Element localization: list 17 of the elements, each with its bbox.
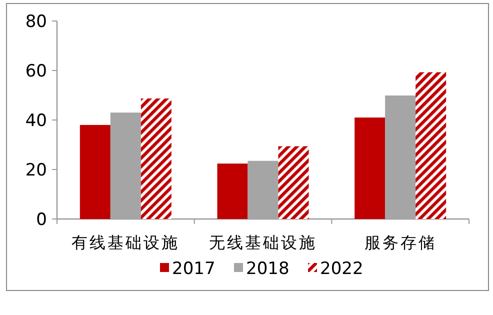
y-tick-label: 40 [25,111,47,131]
y-tick-label: 60 [25,62,47,82]
bar [416,72,446,219]
bar [354,118,386,219]
x-tick-label: 无线基础设施 [209,233,317,252]
x-tick-label: 服务存储 [364,233,436,252]
bar [217,164,248,219]
x-tick-label: 有线基础设施 [72,233,180,252]
bar [140,98,172,219]
y-tick-label: 20 [25,160,47,180]
y-tick-label: 80 [25,12,47,32]
legend-label: 2017 [172,259,216,279]
y-tick-label: 0 [36,210,47,230]
bar [80,124,110,219]
bar [278,146,309,219]
legend-label: 2018 [246,259,290,279]
legend-label: 2022 [320,259,364,279]
